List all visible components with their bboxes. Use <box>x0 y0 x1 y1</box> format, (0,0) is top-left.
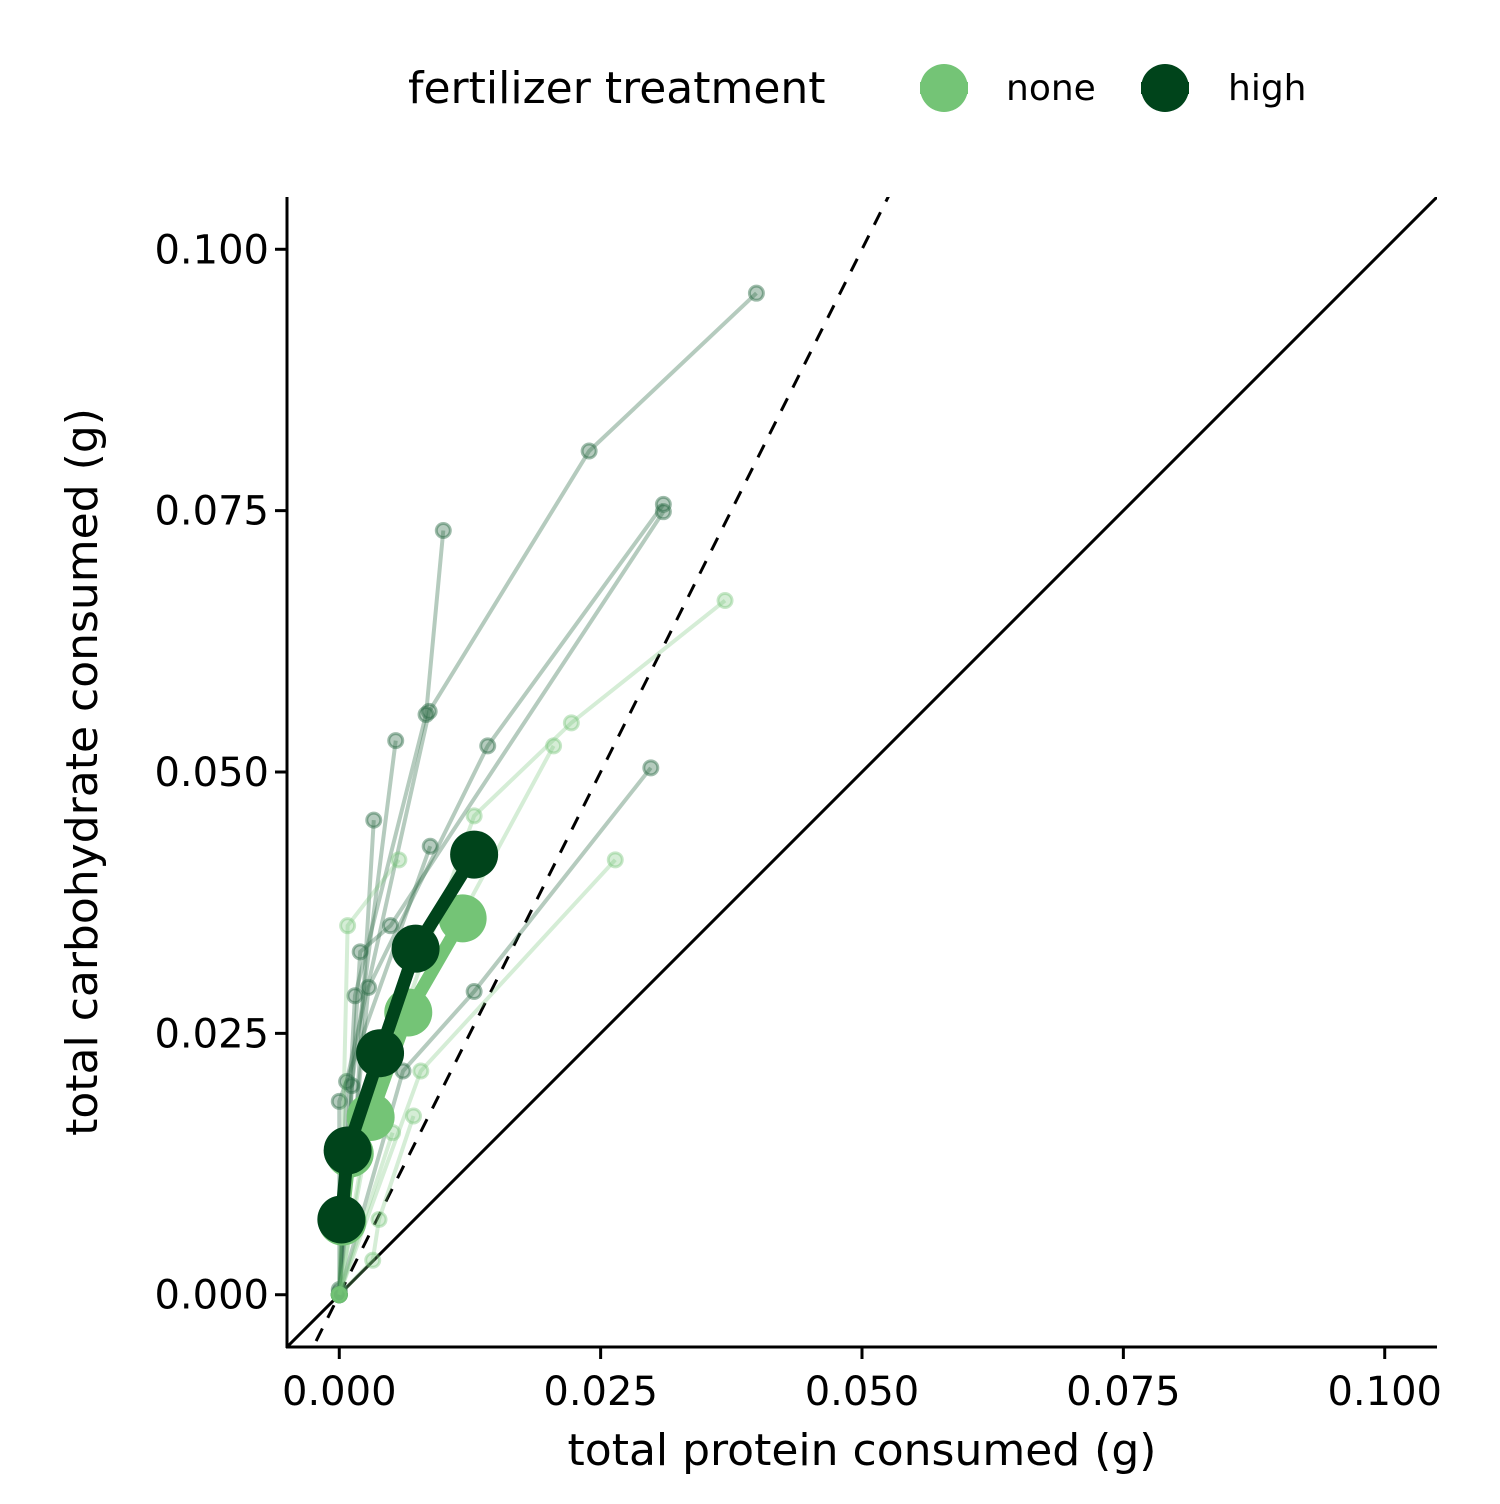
mean-point <box>450 830 499 879</box>
individual-point <box>343 1077 361 1095</box>
individual-point <box>716 592 734 610</box>
individual-point <box>330 1284 348 1302</box>
individual-point <box>465 983 483 1001</box>
x-tick-label: 0.075 <box>1066 1369 1181 1415</box>
x-tick-label: 0.000 <box>282 1369 397 1415</box>
individual-series-none <box>330 851 624 1304</box>
mean-point <box>391 924 440 973</box>
individual-line <box>337 1115 416 1297</box>
individual-point <box>405 1107 422 1125</box>
individual-point <box>330 1286 348 1304</box>
reference-line-2-to-1 <box>311 197 890 1347</box>
mean-series-high <box>317 830 499 1244</box>
individual-line <box>337 1132 395 1296</box>
legend-marker-high <box>1141 64 1189 112</box>
individual-line <box>337 766 653 1296</box>
individual-point <box>330 1286 348 1304</box>
individual-point <box>338 1072 356 1090</box>
legend-marker-none <box>920 64 968 112</box>
legend: fertilizer treatment none high <box>408 63 1307 114</box>
individual-point <box>330 1286 348 1304</box>
individual-point <box>339 917 357 935</box>
individual-point <box>365 811 383 829</box>
individual-point <box>420 702 438 720</box>
individual-point <box>382 917 399 935</box>
legend-label-none: none <box>1006 68 1096 109</box>
y-tick-label: 0.050 <box>154 750 269 796</box>
individual-point <box>654 503 672 521</box>
individual-point <box>479 737 497 755</box>
y-tick-label: 0.100 <box>154 227 269 273</box>
individual-point <box>370 1210 388 1228</box>
individual-point <box>330 1286 348 1304</box>
individual-point <box>330 1092 348 1110</box>
individual-point <box>330 1286 348 1304</box>
individual-point <box>364 1251 382 1269</box>
individual-point <box>330 1286 348 1304</box>
x-axis-label: total protein consumed (g) <box>568 1425 1157 1476</box>
individual-point <box>360 978 378 996</box>
individual-point <box>330 1286 348 1304</box>
legend-key-none <box>920 64 968 112</box>
y-tick-label: 0.000 <box>154 1273 269 1319</box>
individual-line <box>337 291 758 1295</box>
legend-title: fertilizer treatment <box>408 63 826 114</box>
y-tick-label: 0.075 <box>154 489 269 535</box>
y-tick-label: 0.025 <box>154 1011 269 1057</box>
individual-point <box>412 1062 430 1080</box>
individual-point <box>465 807 483 825</box>
individual-series-high <box>330 284 765 1304</box>
individual-point <box>330 1286 348 1304</box>
individual-point <box>562 714 580 732</box>
legend-key-high <box>1141 64 1189 112</box>
individual-point <box>421 837 439 855</box>
mean-point <box>317 1195 366 1244</box>
individual-point <box>417 706 435 723</box>
individual-series-high <box>330 503 672 1304</box>
individual-point <box>330 1286 348 1304</box>
individual-point <box>346 987 364 1005</box>
mean-point <box>438 894 487 943</box>
individual-series-high <box>330 759 660 1304</box>
reference-line-1-to-1 <box>287 197 1437 1347</box>
individual-point <box>747 284 765 302</box>
x-tick-label: 0.050 <box>805 1369 920 1415</box>
individual-point <box>330 1281 348 1298</box>
individual-point <box>330 1286 348 1304</box>
x-tick-label: 0.025 <box>543 1369 658 1415</box>
individual-point <box>434 522 452 539</box>
individual-point <box>330 1286 348 1304</box>
individual-point <box>606 851 624 869</box>
mean-point <box>323 1126 372 1175</box>
individual-series-none <box>330 1107 422 1304</box>
individual-point <box>351 943 369 961</box>
individual-point <box>545 737 563 755</box>
individual-point <box>642 759 660 777</box>
individual-point <box>390 851 408 869</box>
individual-point <box>580 442 598 460</box>
individual-point <box>654 495 672 513</box>
x-tick-label: 0.100 <box>1327 1369 1442 1415</box>
plot-area <box>287 197 1437 1347</box>
individual-point <box>330 1286 348 1304</box>
mean-point <box>356 1029 405 1078</box>
y-axis-label: total carbohydrate consumed (g) <box>57 408 108 1136</box>
individual-line <box>337 858 617 1296</box>
legend-label-high: high <box>1228 68 1307 109</box>
individual-point <box>387 732 405 750</box>
axis-ticks: 0.000 0.025 0.050 0.075 0.100 0.000 0.025 0.050… <box>154 227 1442 1415</box>
